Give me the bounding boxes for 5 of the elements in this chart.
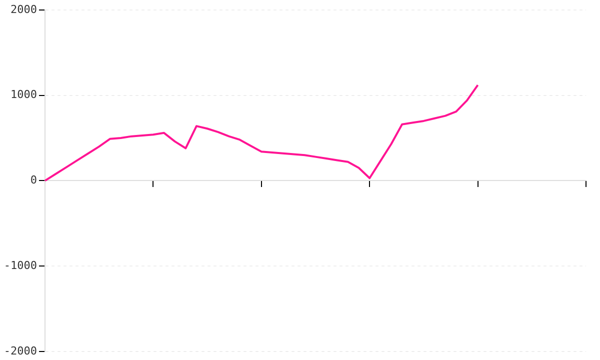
y-tick-label: 0 bbox=[30, 174, 37, 187]
y-tick-label: 2000 bbox=[10, 2, 37, 16]
y-tick-label: -1000 bbox=[4, 258, 37, 272]
y-tick-label: -2000 bbox=[4, 344, 37, 358]
y-tick-label: 1000 bbox=[10, 88, 37, 102]
